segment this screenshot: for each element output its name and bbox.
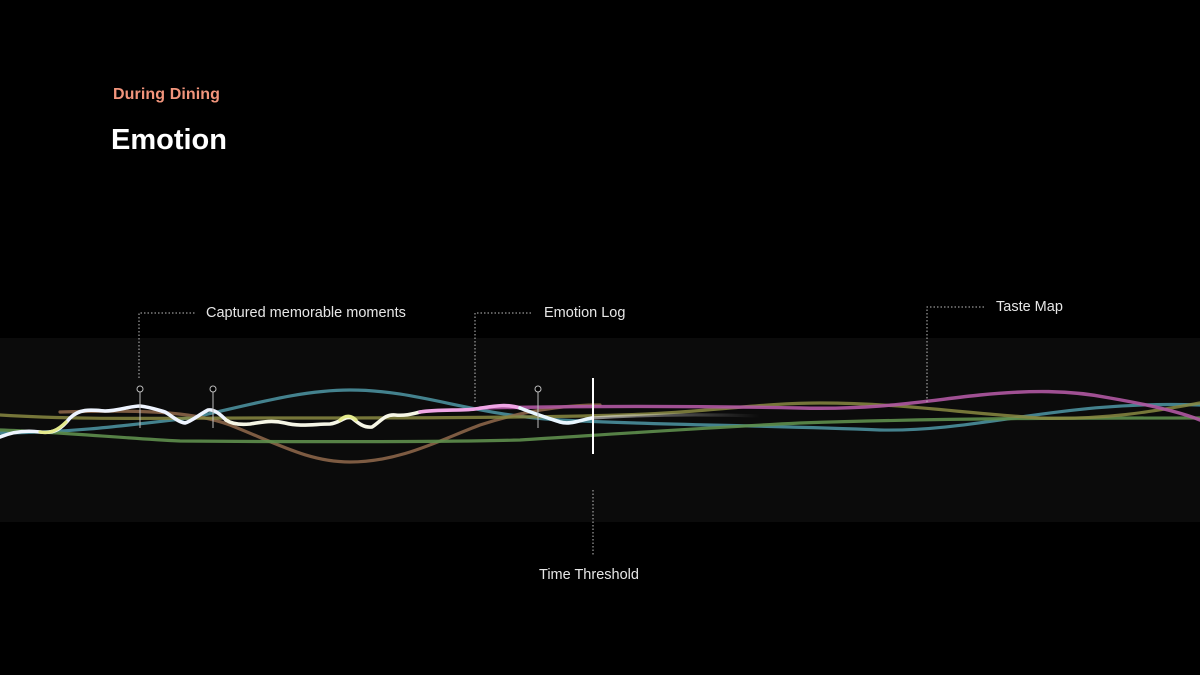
callout-taste-map: Taste Map [996, 299, 1063, 315]
leader-emotion-log [474, 312, 533, 402]
leader-captured-moments [138, 312, 195, 378]
emotion-log-segment-end [518, 406, 594, 425]
wave-line-blue [0, 388, 1200, 435]
moment-pin [209, 385, 217, 393]
callout-time-threshold: Time Threshold [539, 567, 639, 583]
timeline-band [0, 338, 1200, 522]
callout-captured-moments: Captured memorable moments [206, 305, 406, 321]
leader-taste-map [926, 306, 985, 402]
callout-emotion-log: Emotion Log [544, 305, 626, 321]
emotion-log-segment-start [0, 404, 228, 439]
emotion-log-yellow-accent [38, 414, 358, 435]
wave-line-green [0, 416, 1200, 444]
emotion-log-tail [590, 413, 762, 420]
wave-lines [0, 388, 1200, 464]
moment-pin [136, 385, 144, 393]
wave-line-olive [0, 401, 1200, 420]
emotion-log-segment-pink [418, 403, 522, 414]
wave-line-purple [478, 389, 1200, 422]
moment-pin [534, 385, 542, 393]
section-eyebrow: During Dining [113, 86, 221, 103]
page-title: Emotion [111, 124, 227, 156]
callout-leaders [138, 306, 985, 555]
wave-line-brown [58, 403, 602, 464]
memorable-moment-pins [136, 385, 542, 428]
